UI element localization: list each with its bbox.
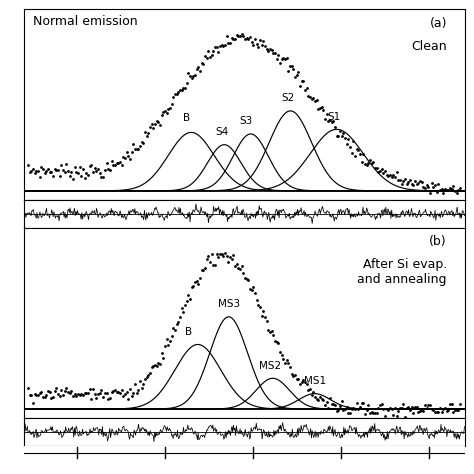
Text: Normal emission: Normal emission [33,15,137,28]
Text: (b): (b) [429,235,447,248]
Text: MS2: MS2 [259,361,282,371]
Text: S4: S4 [216,127,228,137]
Text: MS3: MS3 [218,299,240,309]
Text: S1: S1 [328,112,341,122]
Text: After Si evap.
and annealing: After Si evap. and annealing [357,258,447,286]
Text: MS1: MS1 [303,376,326,386]
Text: B: B [183,113,191,123]
Text: Clean: Clean [411,40,447,53]
Text: B: B [185,327,192,337]
Text: S3: S3 [240,116,253,126]
Text: (a): (a) [429,17,447,30]
Text: S2: S2 [282,93,295,103]
